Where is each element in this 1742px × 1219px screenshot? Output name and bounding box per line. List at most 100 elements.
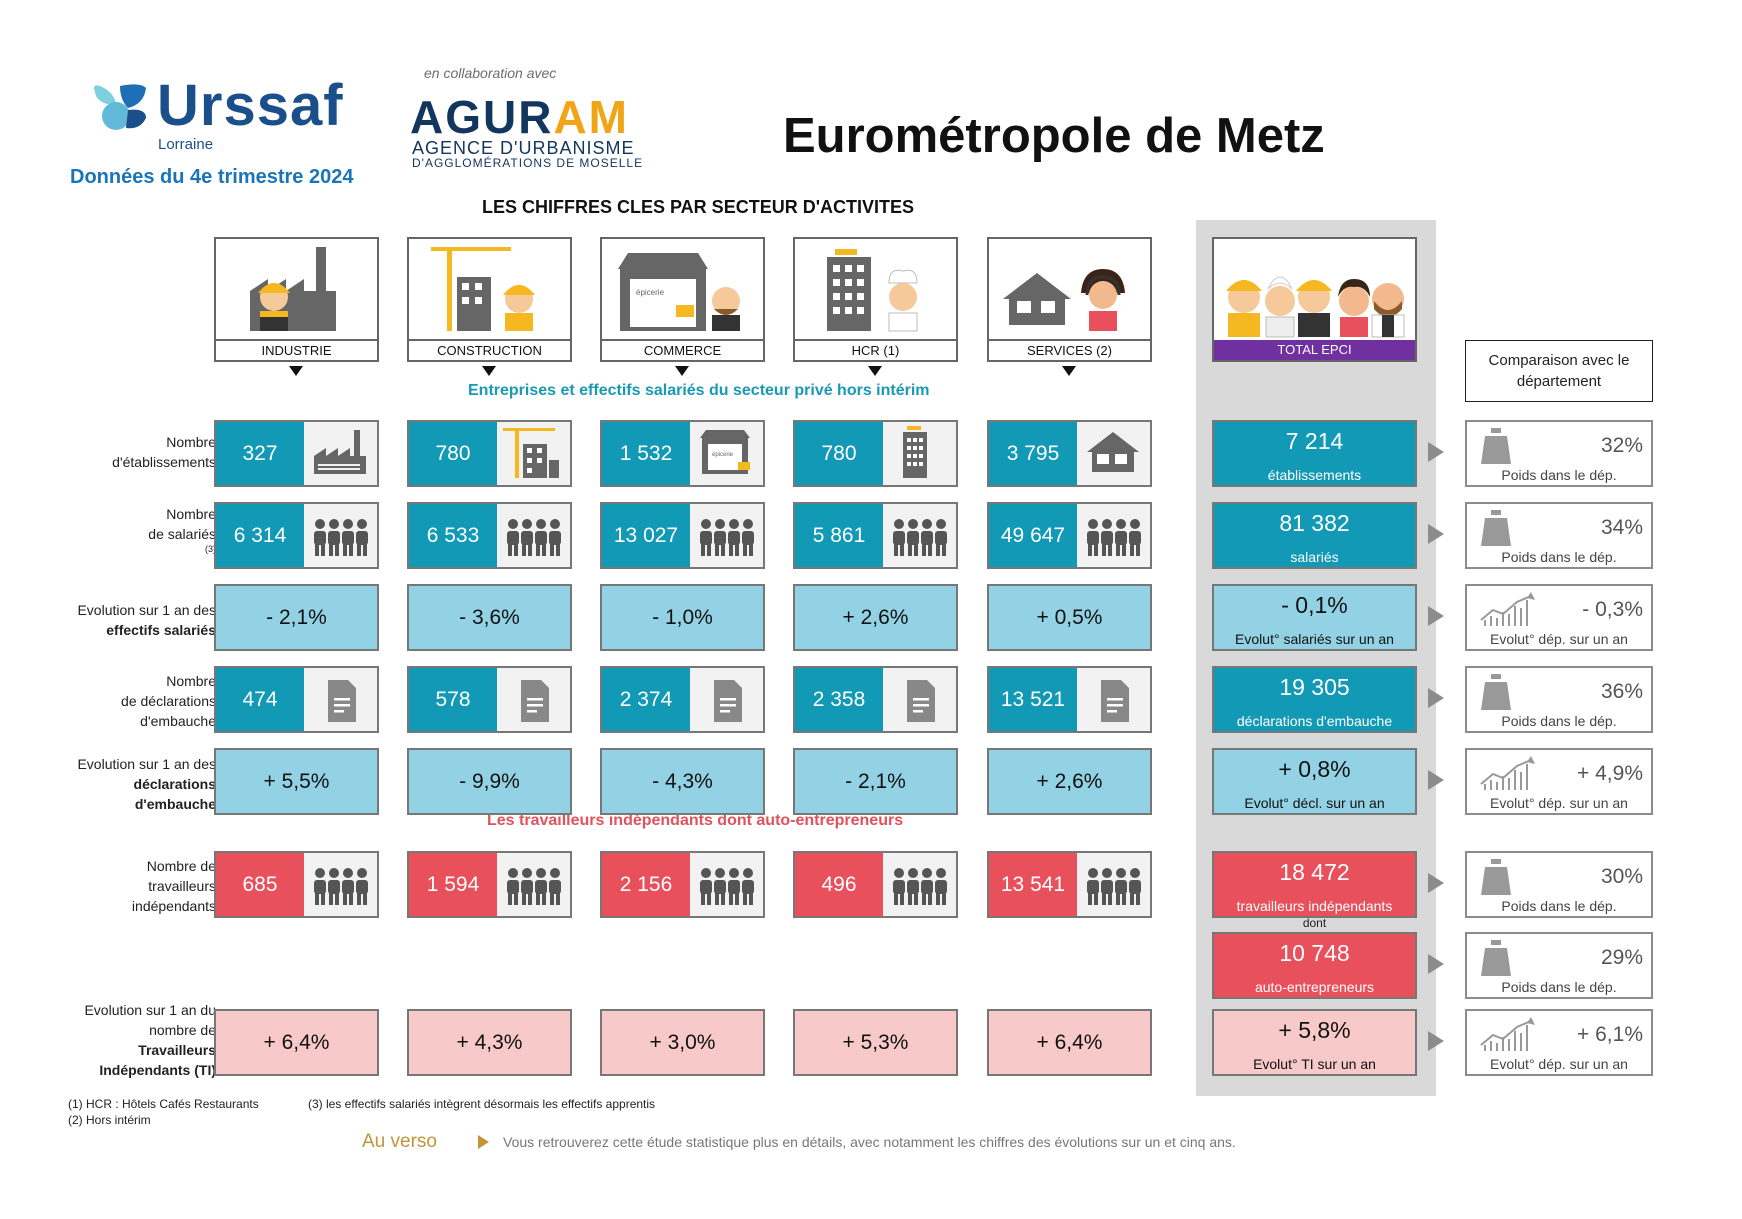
down-arrow-icon: [868, 366, 882, 376]
cell-independants: 496: [793, 851, 958, 918]
compare-value: 29%: [1600, 946, 1643, 969]
urssaf-emblem-icon: [94, 84, 146, 130]
cell-value: 780: [409, 422, 497, 485]
cell-value: - 1,0%: [652, 606, 713, 629]
commerce-shopkeeper-illustration: épicerie: [618, 253, 740, 331]
total-epci-label: TOTAL EPCI: [1214, 340, 1415, 360]
sector-card-4: SERVICES (2): [987, 237, 1152, 362]
cell-value: + 5,5%: [263, 770, 330, 793]
row-label-salaries: Nombre de salariés (3): [148, 506, 216, 554]
cell-embauches: 474: [214, 666, 379, 733]
shop-icon: épicerie: [690, 422, 763, 485]
compare-value: 30%: [1600, 865, 1643, 888]
subtitle-independent: Les travailleurs indépendants dont auto-…: [487, 812, 904, 829]
compare-etablissements: 32% Poids dans le dép.: [1465, 420, 1653, 487]
sector-card-0: INDUSTRIE: [214, 237, 379, 362]
weight-icon: [1481, 859, 1511, 895]
comparison-heading: Comparaison avec le département: [1465, 340, 1653, 402]
cell-evol-embauches: - 2,1%: [793, 748, 958, 815]
footnote-3: (3) les effectifs salariés intègrent dés…: [308, 1097, 656, 1111]
svg-text:épicerie: épicerie: [712, 452, 734, 458]
document-icon: [497, 668, 570, 731]
document-icon: [883, 668, 956, 731]
cell-evol-embauches: + 5,5%: [214, 748, 379, 815]
people-icon: [1077, 853, 1150, 916]
sector-label: INDUSTRIE: [216, 339, 377, 360]
cell-evol-salaries: - 1,0%: [600, 584, 765, 651]
growth-chart-icon: [1480, 756, 1535, 790]
row-label-independants: Nombre de travailleurs indépendants: [131, 858, 216, 914]
cell-value: 49 647: [989, 504, 1077, 567]
cell-value: - 9,9%: [459, 770, 520, 793]
down-arrow-icon: [482, 366, 496, 376]
aguram-tagline-2: D'AGGLOMÉRATIONS DE MOSELLE: [412, 156, 644, 170]
cell-independants: 13 541: [987, 851, 1152, 918]
hcr-chef-illustration: [827, 249, 918, 332]
growth-chart-icon: [1480, 592, 1535, 626]
cell-value: + 6,4%: [263, 1031, 330, 1054]
svg-text:épicerie: épicerie: [636, 288, 665, 297]
document-icon: [304, 668, 377, 731]
cell-value: + 4,3%: [456, 1031, 523, 1054]
footnote-1: (1) HCR : Hôtels Cafés Restaurants: [68, 1097, 259, 1111]
cell-value: 13 027: [602, 504, 690, 567]
footnote-2: (2) Hors intérim: [68, 1113, 151, 1127]
cell-etablissements: 1 532 épicerie: [600, 420, 765, 487]
right-arrow-icon: [1428, 524, 1444, 544]
cell-evol-ti: + 6,4%: [214, 1009, 379, 1076]
cell-etablissements: 780: [793, 420, 958, 487]
weight-icon: [1481, 428, 1511, 464]
cell-salaries: 6 314: [214, 502, 379, 569]
section-title: LES CHIFFRES CLES PAR SECTEUR D'ACTIVITE…: [482, 197, 914, 217]
cell-evol-ti: + 6,4%: [987, 1009, 1152, 1076]
services-operator-illustration: [1003, 269, 1125, 331]
cell-evol-embauches: - 4,3%: [600, 748, 765, 815]
compare-value: 32%: [1600, 434, 1643, 457]
subtitle-salaried: Entreprises et effectifs salariés du sec…: [468, 382, 930, 399]
growth-chart-icon: [1480, 1017, 1535, 1051]
cell-salaries: 5 861: [793, 502, 958, 569]
house-icon: [1077, 422, 1150, 485]
factory-icon: [304, 422, 377, 485]
cell-embauches: 13 521: [987, 666, 1152, 733]
data-period: Données du 4e trimestre 2024: [70, 166, 354, 188]
cell-independants: 1 594: [407, 851, 572, 918]
dont-label: dont: [1302, 916, 1327, 930]
right-arrow-icon: [1428, 606, 1444, 626]
weight-icon: [1481, 674, 1511, 710]
cell-value: + 2,6%: [842, 606, 909, 629]
verso-text: Vous retrouverez cette étude statistique…: [503, 1134, 1236, 1150]
cell-value: - 3,6%: [459, 606, 520, 629]
collaboration-note: en collaboration avec: [424, 65, 557, 81]
verso-label: Au verso: [362, 1131, 437, 1152]
cell-value: + 6,4%: [1036, 1031, 1103, 1054]
industry-worker-illustration: [250, 247, 336, 331]
right-arrow-icon: [1428, 442, 1444, 462]
sector-card-2: épicerie COMMERCE: [600, 237, 765, 362]
people-icon: [497, 853, 570, 916]
cell-evol-embauches: - 9,9%: [407, 748, 572, 815]
compare-caption: Evolut° dép. sur un an: [1490, 1056, 1628, 1072]
cell-value: 13 541: [989, 853, 1077, 916]
cell-value: 13 521: [989, 668, 1077, 731]
crane-building-icon: [497, 422, 570, 485]
cell-value: 1 532: [602, 422, 690, 485]
total-evol-salaries: - 0,1% Evolut° salariés sur un an: [1212, 584, 1417, 651]
total-evol-embauches: + 0,8% Evolut° décl. sur un an: [1212, 748, 1417, 815]
cell-value: + 3,0%: [649, 1031, 716, 1054]
compare-value: + 4,9%: [1577, 762, 1643, 785]
compare-caption: Evolut° dép. sur un an: [1490, 795, 1628, 811]
cell-value: 474: [216, 668, 304, 731]
cell-value: 327: [216, 422, 304, 485]
right-arrow-icon: [1428, 688, 1444, 708]
total-embauches: 19 305 déclarations d'embauche: [1212, 666, 1417, 733]
aguram-logo: AGURAM: [410, 91, 629, 143]
compare-caption: Poids dans le dép.: [1501, 713, 1617, 729]
cell-value: + 0,5%: [1036, 606, 1103, 629]
right-arrow-icon: [1428, 873, 1444, 893]
cell-value: 685: [216, 853, 304, 916]
cell-independants: 2 156: [600, 851, 765, 918]
page-title: Eurométropole de Metz: [783, 109, 1325, 163]
people-icon: [304, 504, 377, 567]
row-label-embauches: Nombre de déclarations d'embauche: [121, 673, 216, 729]
